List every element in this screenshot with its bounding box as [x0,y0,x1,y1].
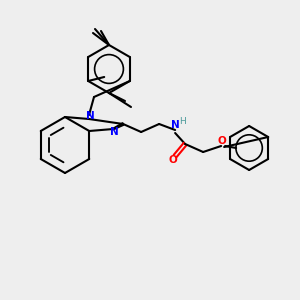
Text: N: N [171,120,179,130]
Text: O: O [169,155,178,165]
Text: O: O [218,136,226,146]
Text: N: N [110,127,118,137]
Text: N: N [85,111,94,121]
Text: H: H [179,118,185,127]
